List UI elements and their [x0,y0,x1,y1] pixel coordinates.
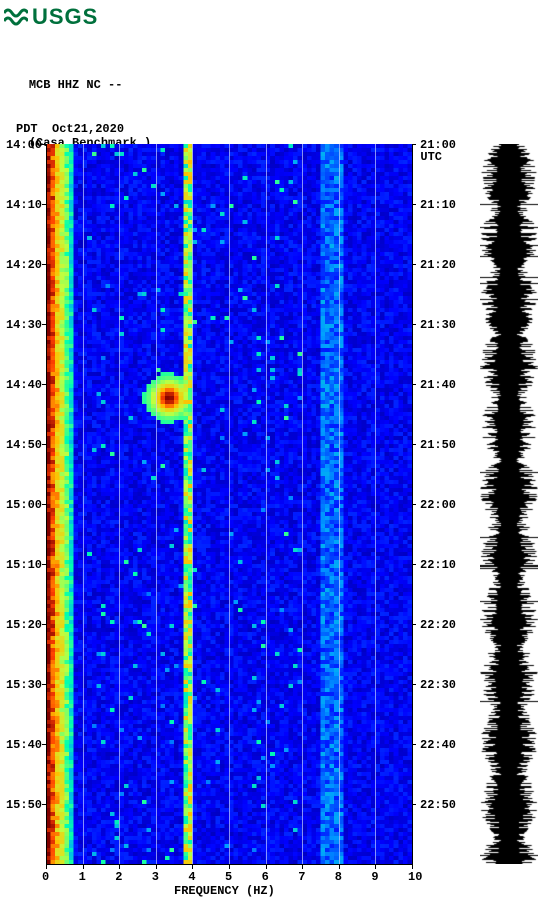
pdt-tick-label: 14:20 [6,258,42,272]
pdt-tick-label: 15:20 [6,618,42,632]
pdt-tick-label: 14:50 [6,438,42,452]
x-axis-title: FREQUENCY (HZ) [174,884,275,898]
pdt-tick-label: 14:40 [6,378,42,392]
station-code: MCB HHZ NC -- [29,78,123,92]
freq-tick-label: 9 [371,870,378,884]
utc-tick-label: 22:00 [420,498,456,512]
waveform-panel [480,144,538,864]
freq-gridline [302,144,303,864]
pdt-tick-label: 15:10 [6,558,42,572]
plot-header: MCB HHZ NC -- PDT Oct21,2020 (Casa Bench… [0,32,552,144]
freq-tick-label: 0 [42,870,49,884]
freq-tick-label: 3 [152,870,159,884]
pdt-tick-label: 14:00 [6,138,42,152]
freq-tick-label: 7 [298,870,305,884]
timezone-date-local: PDT Oct21,2020 [16,122,124,136]
freq-tick-label: 1 [79,870,86,884]
utc-tick-label: 22:20 [420,618,456,632]
freq-gridline [339,144,340,864]
freq-gridline [119,144,120,864]
utc-tick-label: 21:20 [420,258,456,272]
utc-tick-label: 21:00 [420,138,456,152]
freq-tick-label: 4 [188,870,195,884]
utc-tick-label: 22:50 [420,798,456,812]
utc-tick-label: 22:30 [420,678,456,692]
usgs-logo-text: USGS [32,4,98,30]
utc-tick-label: 22:40 [420,738,456,752]
utc-tick-label: 21:10 [420,198,456,212]
usgs-logo: USGS [0,0,552,32]
freq-tick-label: 8 [335,870,342,884]
utc-tick-label: 21:50 [420,438,456,452]
pdt-tick-label: 15:30 [6,678,42,692]
freq-gridline [156,144,157,864]
left-axis-line [46,144,47,864]
utc-tick-label: 21:30 [420,318,456,332]
pdt-tick-label: 14:10 [6,198,42,212]
x-axis-line [46,864,412,865]
freq-tick-label: 5 [225,870,232,884]
freq-gridline [83,144,84,864]
freq-tick-label: 10 [408,870,422,884]
freq-tick [412,864,413,869]
freq-gridline [375,144,376,864]
freq-gridline [266,144,267,864]
pdt-tick-label: 14:30 [6,318,42,332]
freq-tick-label: 2 [115,870,122,884]
freq-tick-label: 6 [262,870,269,884]
right-axis-line [412,144,413,864]
pdt-tick-label: 15:00 [6,498,42,512]
pdt-tick-label: 15:50 [6,798,42,812]
freq-gridline [192,144,193,864]
spectrogram-plot: 012345678910FREQUENCY (HZ)14:0014:1014:2… [0,144,552,924]
freq-gridline [229,144,230,864]
usgs-wave-icon [4,7,28,27]
pdt-tick-label: 15:40 [6,738,42,752]
utc-tick-label: 22:10 [420,558,456,572]
utc-tick-label: 21:40 [420,378,456,392]
